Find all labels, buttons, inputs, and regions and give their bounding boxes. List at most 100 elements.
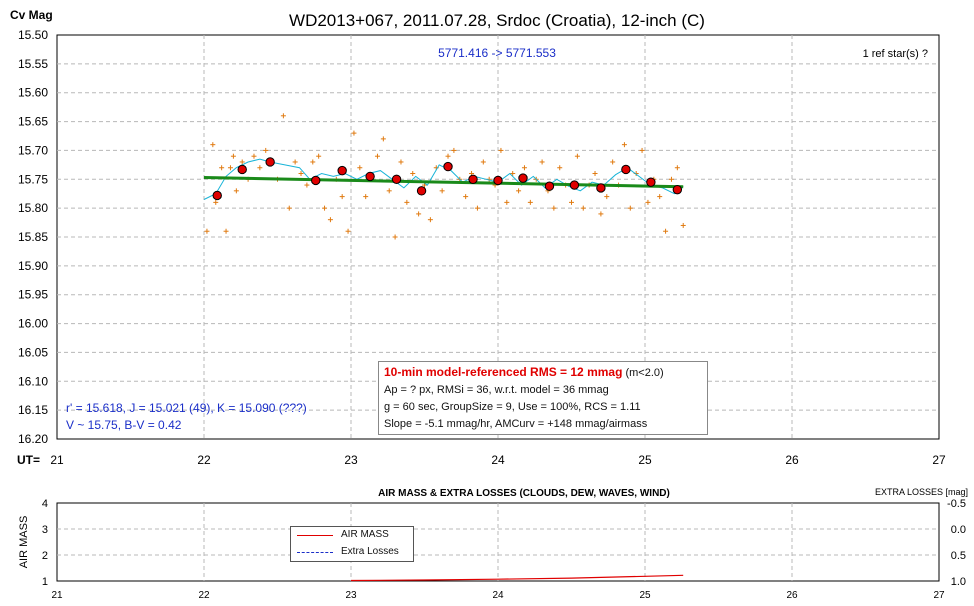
raw-data-point <box>210 142 216 148</box>
raw-data-point <box>569 199 574 205</box>
raw-data-point <box>451 147 457 153</box>
raw-data-point <box>551 205 557 211</box>
raw-data-point <box>380 136 386 142</box>
lower-y-tick-label: 3 <box>42 524 48 536</box>
main-y-tick-label: 16.10 <box>18 374 48 388</box>
raw-data-point <box>327 217 333 223</box>
raw-data-point <box>339 194 345 200</box>
lower-x-tick-label: 22 <box>198 590 210 601</box>
raw-data-point <box>292 159 298 165</box>
main-y-tick-label: 15.65 <box>18 115 48 129</box>
raw-data-point <box>674 165 680 171</box>
group-mean-point <box>596 183 606 193</box>
lower-y2-tick-label: 0.0 <box>951 524 966 536</box>
raw-data-point <box>219 165 225 171</box>
group-mean-point <box>365 171 375 182</box>
airmass-line <box>350 574 684 582</box>
legend-item-losses: Extra Losses <box>291 545 413 561</box>
raw-data-point <box>663 228 669 234</box>
main-y-tick-label: 15.80 <box>18 201 48 215</box>
raw-data-point <box>357 165 363 171</box>
main-x-tick-label: 21 <box>50 453 64 467</box>
raw-data-point <box>286 205 292 211</box>
legend-swatch-losses <box>297 552 333 553</box>
raw-data-point <box>445 153 451 159</box>
raw-data-point <box>223 228 229 234</box>
raw-data-point <box>345 228 351 234</box>
legend-item-airmass: AIR MASS <box>291 528 413 544</box>
raw-data-point <box>680 222 686 228</box>
raw-data-point <box>539 159 545 165</box>
main-x-tick-labels: 21 22 23 24 25 26 27 <box>50 453 946 467</box>
lower-x-tick-label: 24 <box>492 590 504 601</box>
raw-data-point <box>233 188 239 194</box>
raw-data-point <box>227 165 233 171</box>
group-mean-point <box>518 173 528 183</box>
lower-x-tick-label: 27 <box>933 590 945 601</box>
lower-y2-tick-label: -0.5 <box>947 498 966 510</box>
raw-data-point <box>645 199 651 205</box>
raw-data-point <box>516 188 522 194</box>
lower-y-axis-label: AIR MASS <box>18 516 30 569</box>
lower-x-tick-label: 23 <box>345 590 357 601</box>
group-mean-point <box>337 165 347 176</box>
raw-data-point <box>639 147 645 153</box>
main-y-tick-label: 15.90 <box>18 259 48 273</box>
lower-y-tick-label: 1 <box>42 576 48 588</box>
group-mean-point <box>265 157 275 167</box>
chart-title: WD2013+067, 2011.07.28, Srdoc (Croatia),… <box>289 11 705 30</box>
raw-data-point <box>280 113 286 119</box>
raw-data-point <box>621 142 627 148</box>
raw-data-point <box>316 153 322 159</box>
group-mean-point <box>311 175 321 186</box>
lower-y-tick-label: 4 <box>42 498 48 510</box>
raw-data-point <box>557 165 563 171</box>
rms-header: 10-min model-referenced RMS = 12 mmag (m… <box>384 364 703 382</box>
raw-data-point <box>404 199 410 205</box>
raw-data-point <box>251 153 257 159</box>
raw-data-point <box>374 153 380 159</box>
raw-data-point <box>527 199 533 205</box>
group-mean-point <box>391 174 402 184</box>
raw-data-point <box>598 211 604 217</box>
raw-data-point <box>610 159 616 165</box>
main-y-tick-label: 16.20 <box>18 432 48 446</box>
group-mean-point <box>672 184 683 195</box>
raw-data-point <box>263 147 269 153</box>
rms-header-text: 10-min model-referenced RMS = 12 mmag <box>384 365 623 379</box>
raw-data-point <box>392 234 398 240</box>
rms-info-box: 10-min model-referenced RMS = 12 mmag (m… <box>378 361 708 435</box>
raw-data-point <box>386 188 392 194</box>
x-axis-label: UT= <box>17 453 40 467</box>
legend-swatch-airmass <box>297 535 333 536</box>
aperture-line: Ap = ? px, RMSi = 36, w.r.t. model = 36 … <box>384 384 609 396</box>
raw-data-point <box>257 165 263 171</box>
main-x-tick-label: 26 <box>785 453 799 467</box>
main-x-tick-label: 27 <box>932 453 946 467</box>
raw-data-point <box>239 159 245 165</box>
main-y-tick-labels: 15.50 15.55 15.60 15.65 15.70 15.75 15.80 15.85… <box>18 28 48 446</box>
main-y-tick-label: 15.70 <box>18 143 48 157</box>
raw-data-point <box>657 194 663 200</box>
lower-x-tick-label: 25 <box>639 590 651 601</box>
lower-y-tick-label: 2 <box>42 550 48 562</box>
raw-data-point <box>304 182 310 188</box>
lower-x-tick-labels: 21 22 23 24 25 26 27 <box>51 590 945 601</box>
main-x-tick-label: 23 <box>344 453 358 467</box>
group-line: g = 60 sec, GroupSize = 9, Use = 100%, R… <box>384 401 641 413</box>
raw-data-point <box>474 205 480 211</box>
lower-x-tick-label: 21 <box>51 590 63 601</box>
raw-data-point <box>510 171 516 177</box>
raw-data-point <box>410 171 416 177</box>
slope-line: Slope = -5.1 mmag/hr, AMCurv = +148 mmag… <box>384 418 648 430</box>
group-mean-point <box>237 164 247 175</box>
group-mean-point <box>212 190 222 201</box>
main-y-tick-label: 15.95 <box>18 288 48 302</box>
group-mean-point <box>646 177 656 187</box>
lower-legend: AIR MASS Extra Losses <box>290 526 414 562</box>
group-mean-point <box>493 175 503 186</box>
raw-data-point <box>427 217 433 223</box>
raw-data-point <box>416 211 422 217</box>
airmass-layer <box>350 574 684 582</box>
